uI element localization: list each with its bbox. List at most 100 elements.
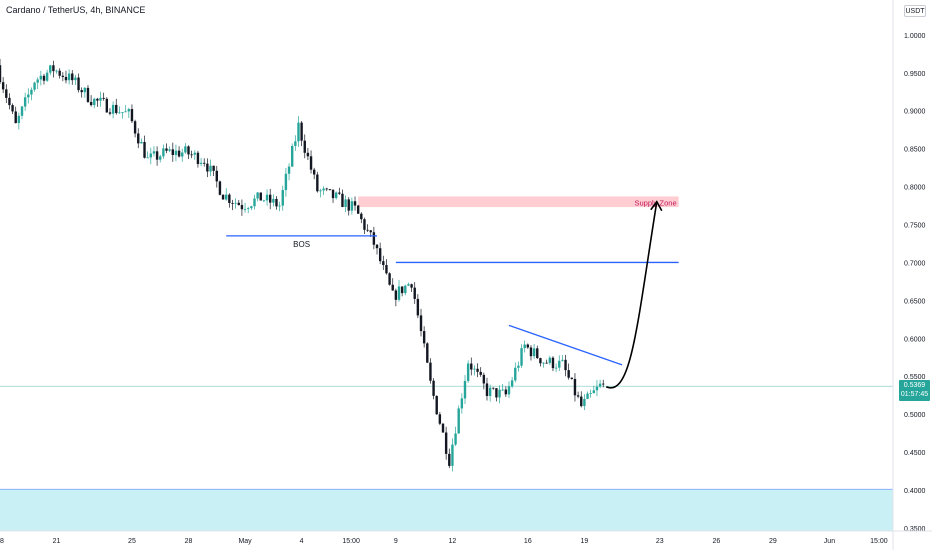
candle-body	[212, 165, 215, 171]
candle-body	[485, 383, 489, 397]
candle-body	[27, 94, 30, 98]
candle-body	[181, 152, 184, 157]
candle-body	[290, 145, 294, 167]
price-axis-tick-label: 0.7500	[904, 223, 926, 230]
candle-body	[45, 72, 49, 81]
candle-body	[576, 395, 580, 397]
candle-body	[570, 377, 574, 379]
candle-body	[407, 284, 410, 286]
candle-body	[394, 290, 398, 300]
candle-body	[536, 348, 539, 359]
candle-body	[554, 367, 558, 369]
candle-body	[353, 201, 357, 206]
candle-body	[498, 389, 501, 398]
price-axis-tick-label: 0.4500	[904, 450, 926, 457]
candle-body	[184, 146, 187, 153]
candle-body	[155, 151, 159, 160]
candle-body	[526, 344, 530, 348]
candle-body	[297, 122, 300, 142]
candle-body	[473, 368, 476, 370]
candle-body	[476, 368, 479, 372]
candle-body	[413, 287, 416, 299]
candle-body	[539, 358, 542, 364]
price-axis-tick-label: 1.0000	[904, 33, 926, 40]
candle-body	[30, 89, 33, 95]
time-axis-tick-label: 26	[712, 538, 720, 545]
candle-body	[429, 362, 432, 381]
candle-body	[529, 347, 533, 357]
candle-body	[504, 389, 508, 395]
candle-body	[378, 248, 382, 262]
candle-body	[52, 65, 55, 72]
candle-body	[460, 398, 464, 409]
candle-body	[187, 146, 190, 155]
candle-body	[294, 141, 297, 146]
candle-body	[356, 205, 360, 214]
candle-body	[441, 423, 445, 433]
price-axis-tick-label: 0.3500	[904, 526, 926, 533]
candle-body	[1, 82, 5, 90]
candle-body	[551, 357, 555, 369]
projection-arrow-head	[650, 200, 663, 212]
candle-body	[548, 357, 552, 364]
candle-body	[306, 152, 310, 157]
projection-arrow[interactable]	[605, 201, 658, 389]
candle-body	[322, 188, 325, 191]
candle-body	[253, 198, 256, 207]
candle-body	[127, 109, 131, 112]
price-axis-tick-label: 0.4000	[904, 488, 926, 495]
supply-zone[interactable]	[358, 196, 679, 208]
candle-body	[49, 65, 52, 73]
candle-body	[71, 73, 74, 81]
price-axis-tick-label: 0.6000	[904, 336, 926, 343]
candle-body	[341, 193, 344, 207]
descending-trendline[interactable]	[508, 324, 623, 366]
candle-body	[334, 192, 338, 199]
candle-body	[426, 343, 429, 363]
candle-body	[338, 192, 341, 194]
candle-body	[514, 367, 517, 381]
candle-body	[11, 105, 14, 112]
candle-body	[495, 388, 498, 398]
candle-body	[80, 90, 83, 93]
candle-body	[168, 149, 171, 151]
candle-body	[444, 432, 448, 454]
candle-body	[225, 194, 228, 200]
candle-body	[470, 363, 473, 370]
candle-body	[347, 199, 350, 211]
candle-body	[517, 365, 520, 368]
candle-body	[375, 244, 379, 249]
candle-body	[67, 73, 71, 81]
candle-body	[159, 156, 162, 160]
candle-body	[130, 109, 134, 122]
time-axis-tick-label: 28	[185, 538, 193, 545]
candle-body	[124, 111, 127, 113]
candle-body	[542, 362, 545, 364]
candle-body	[520, 348, 523, 366]
candle-body	[268, 194, 272, 203]
demand-zone	[0, 489, 893, 531]
time-axis-tick-label: 4	[300, 538, 304, 545]
candle-body	[174, 150, 178, 156]
candle-body	[404, 285, 407, 294]
symbol-title[interactable]: Cardano / TetherUS, 4h, BINANCE	[6, 5, 146, 15]
price-axis-tick-label: 0.7000	[904, 260, 926, 267]
candle-body	[221, 194, 225, 200]
candle-body	[482, 374, 486, 384]
candle-body	[243, 209, 247, 210]
currency-badge[interactable]: USDT	[904, 5, 926, 17]
candle-body	[96, 98, 99, 101]
candle-body	[382, 261, 385, 266]
candle-body	[149, 153, 153, 158]
time-axis-tick-label: 9	[394, 538, 398, 545]
price-axis-tick-label: 0.5500	[904, 374, 926, 381]
candle-body	[284, 173, 288, 191]
candle-body	[99, 97, 102, 101]
candle-body	[567, 370, 570, 378]
candle-body	[372, 232, 376, 245]
last-price-value: 0.5369	[903, 382, 926, 389]
candle-body	[206, 163, 209, 172]
candle-body	[105, 98, 109, 113]
candle-body	[416, 298, 420, 316]
